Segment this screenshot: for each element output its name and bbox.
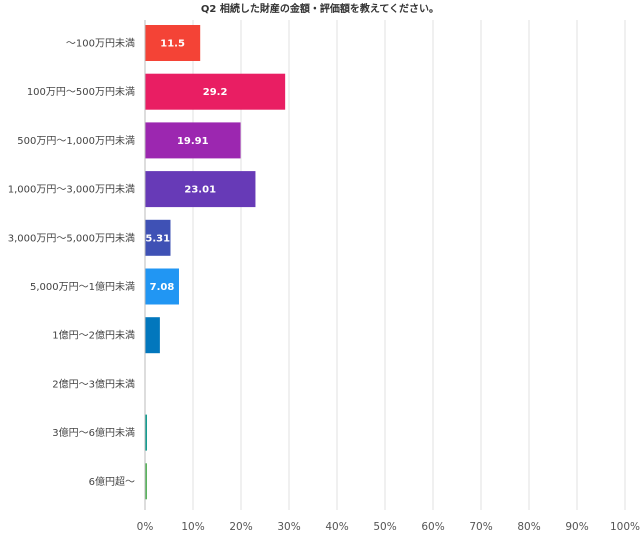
chart-title: Q2 相続した財産の金額・評価額を教えてください。 [201,2,439,15]
category-label: 6億円超〜 [89,475,135,488]
category-labels: 〜100万円未満 100万円〜500万円未満 500万円〜1,000万円未満 1,00… [8,38,135,488]
category-label: 1億円〜2億円未満 [52,329,135,342]
category-label: 500万円〜1,000万円未満 [17,135,135,147]
x-tick-label: 20% [229,521,252,533]
category-label: 100万円〜500万円未満 [27,86,135,98]
bar [145,25,201,61]
bar [145,414,147,451]
bars: 11.5 29.2 19.91 23.01 5.31 7.08 [145,25,286,500]
category-label: 〜100万円未満 [66,38,135,50]
bar-value-label: 11.5 [160,39,185,50]
x-tick-label: 40% [325,521,348,533]
bar-value-label: 29.2 [203,87,228,98]
category-label: 3億円〜6億円未満 [52,426,135,439]
x-axis-ticks: 0% 10% 20% 30% 40% 50% 60% 70% 80% 90% 100% [137,521,640,533]
category-label: 5,000万円〜1億円未満 [30,280,135,293]
x-tick-label: 100% [610,521,640,533]
category-label: 2億円〜3億円未満 [52,377,135,390]
bar [145,219,171,256]
bar [145,463,147,500]
bar [145,73,286,110]
bar [145,122,241,159]
bar [145,171,256,208]
x-tick-label: 60% [421,521,444,533]
x-tick-label: 30% [277,521,300,533]
x-tick-label: 0% [137,521,154,533]
category-label: 3,000万円〜5,000万円未満 [8,232,135,244]
bar [145,317,160,354]
x-tick-label: 90% [565,521,588,533]
bar-value-label: 19.91 [177,136,209,147]
x-tick-label: 80% [517,521,540,533]
bar-value-label: 23.01 [184,185,216,196]
x-tick-label: 70% [469,521,492,533]
x-tick-label: 50% [373,521,396,533]
bar [145,268,179,305]
bar-value-label: 7.08 [150,282,175,293]
x-tick-label: 10% [181,521,204,533]
category-label: 1,000万円〜3,000万円未満 [8,184,135,196]
bar-value-label: 5.31 [145,233,170,244]
